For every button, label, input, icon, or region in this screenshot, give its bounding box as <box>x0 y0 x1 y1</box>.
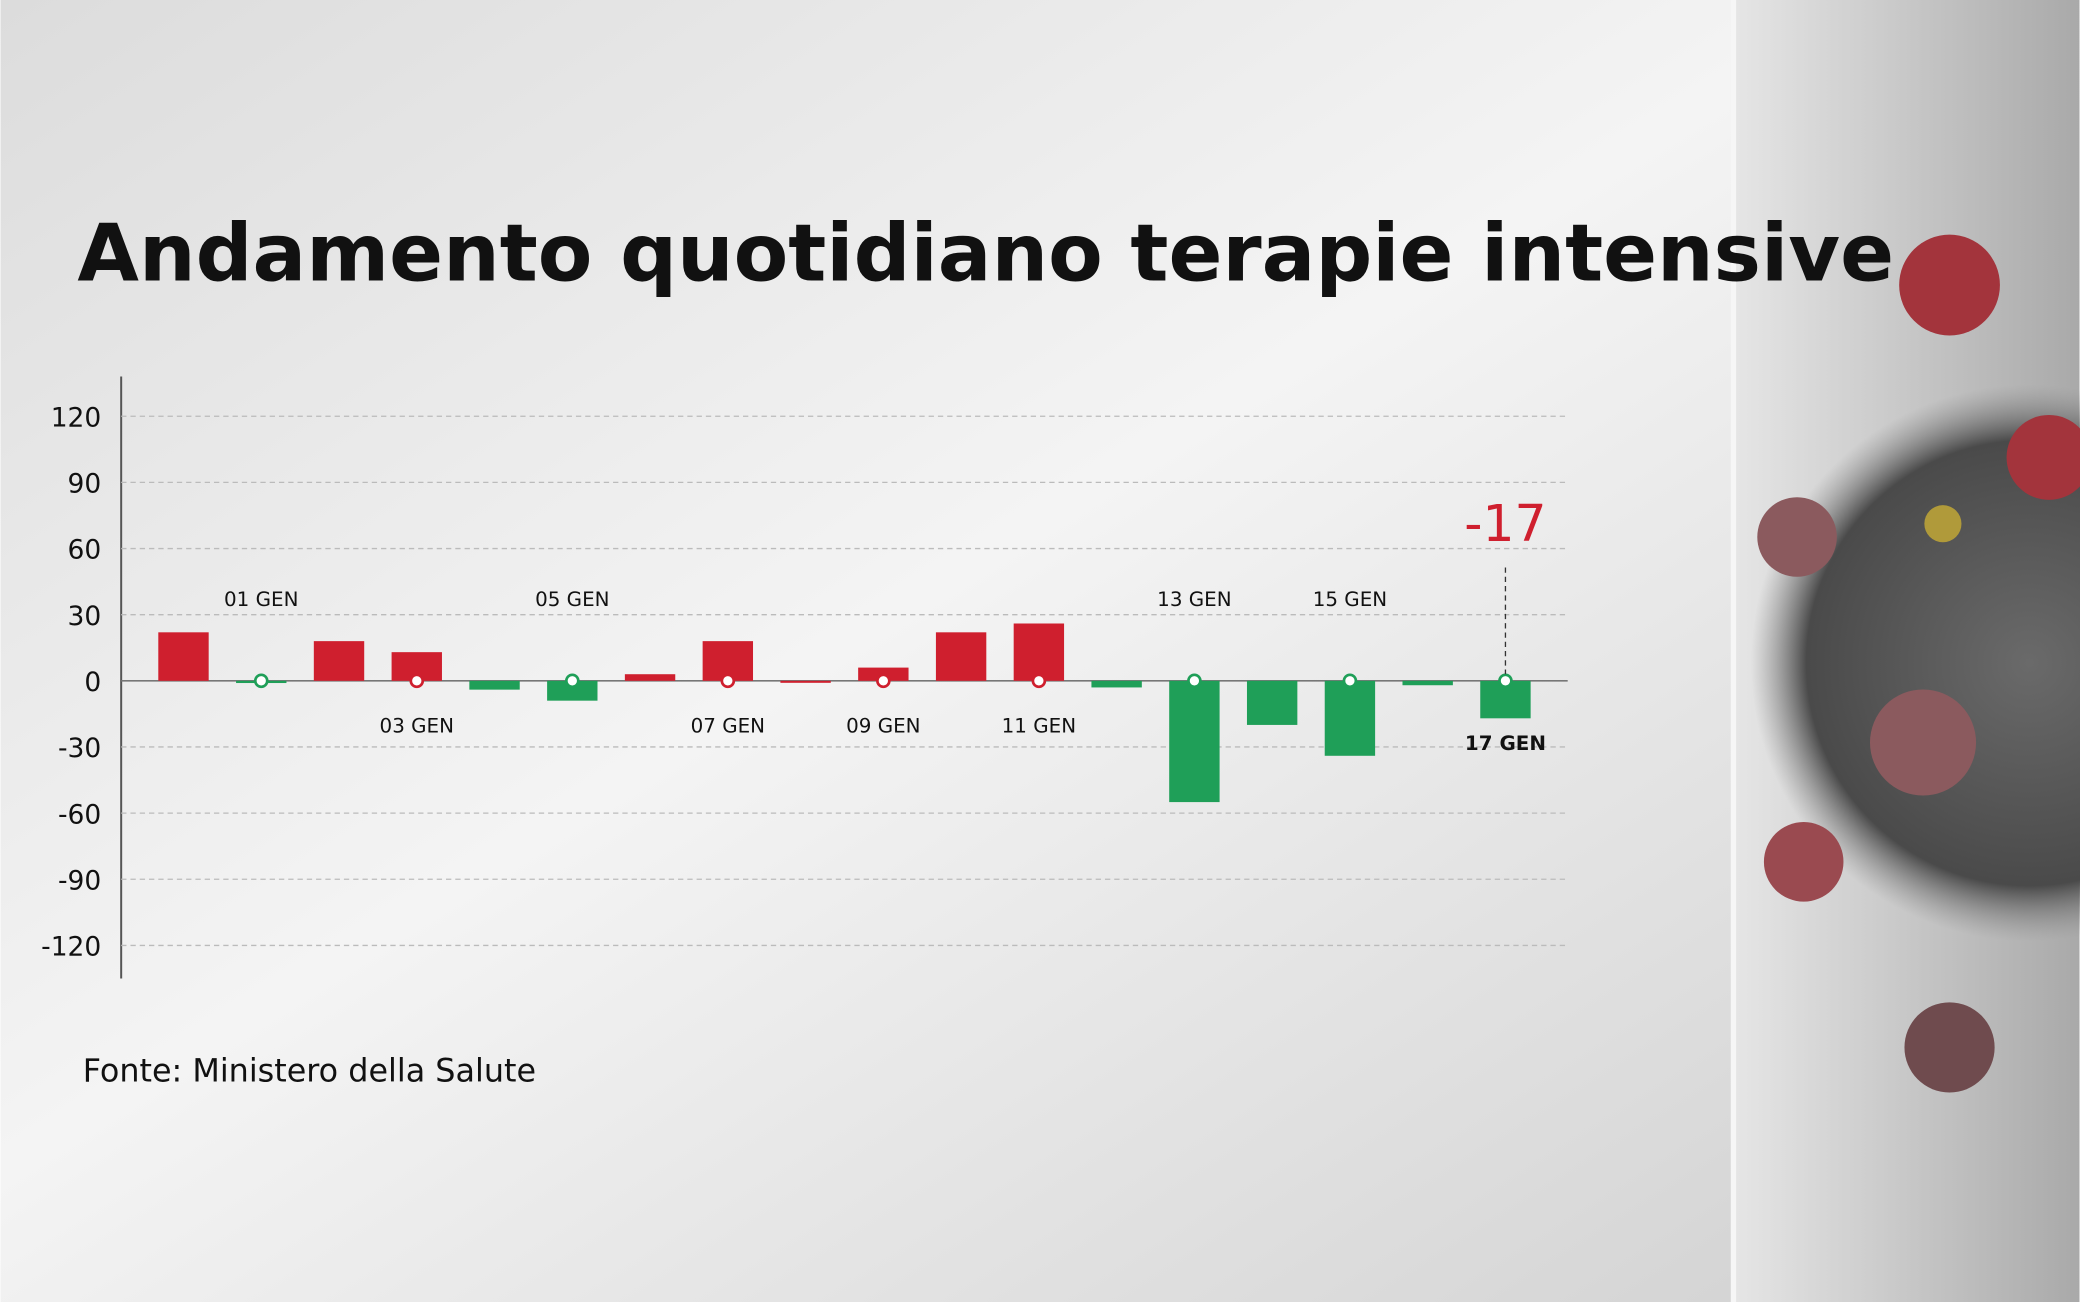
bar <box>935 632 987 681</box>
bar <box>1246 680 1298 725</box>
x-tick-label: 01 GEN <box>224 588 298 611</box>
x-tick-label: 07 GEN <box>691 715 765 738</box>
date-marker <box>409 673 425 689</box>
bar <box>624 674 676 681</box>
source: Fonte: Ministero della Salute <box>83 1052 536 1090</box>
date-marker <box>1342 673 1358 689</box>
bar <box>469 680 520 690</box>
bar <box>313 641 365 681</box>
y-tick-label: 90 <box>68 469 102 500</box>
y-tick-label: 0 <box>84 667 101 698</box>
highlight-value: -17 <box>1464 494 1546 553</box>
bar <box>1169 680 1220 803</box>
virus-illustration <box>1750 234 2080 1093</box>
y-tick-label: -90 <box>58 865 101 896</box>
y-tick-label: 120 <box>51 402 102 433</box>
chart-title: Andamento quotidiano terapie intensive <box>77 207 1894 300</box>
date-marker <box>565 673 580 689</box>
x-tick-label: 11 GEN <box>1002 715 1076 738</box>
bar <box>1013 623 1065 681</box>
bar <box>1402 680 1453 686</box>
x-tick-label: 15 GEN <box>1313 588 1387 611</box>
y-tick-label: -60 <box>58 799 101 830</box>
x-tick-label: 05 GEN <box>535 588 609 611</box>
date-marker <box>1498 673 1513 689</box>
y-tick-label: -120 <box>41 932 101 963</box>
date-marker <box>720 673 736 689</box>
date-marker <box>1031 673 1047 689</box>
x-tick-label: 13 GEN <box>1157 588 1231 611</box>
x-tick-label: 17 GEN <box>1465 732 1546 755</box>
bar <box>158 632 209 681</box>
bar <box>780 680 831 683</box>
y-tick-label: 30 <box>68 601 102 632</box>
y-tick-label: 60 <box>68 535 102 566</box>
date-marker <box>253 673 269 689</box>
bar <box>1091 680 1142 688</box>
bar <box>1324 680 1376 756</box>
bar <box>547 680 598 701</box>
y-tick-label: -30 <box>58 733 101 764</box>
x-tick-label: 09 GEN <box>846 715 920 738</box>
date-marker <box>1187 673 1202 689</box>
x-tick-label: 03 GEN <box>380 715 454 738</box>
date-marker <box>876 673 891 689</box>
